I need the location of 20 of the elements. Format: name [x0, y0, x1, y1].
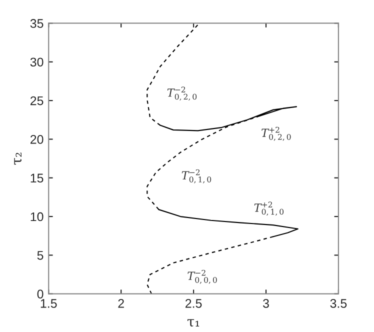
- y-tick-label: 20: [30, 135, 44, 144]
- series-label: T$^{+2}$$_{0,1,0}$: [254, 202, 284, 216]
- y-tick-label: 15: [30, 174, 44, 183]
- series-label: T$^{+2}$$_{0,2,0}$: [262, 126, 291, 141]
- y-tick-label: 10: [30, 212, 44, 222]
- y-tick-label: 25: [30, 96, 44, 106]
- y-tick-label: 35: [30, 19, 44, 28]
- x-tick-label: 2: [118, 299, 124, 308]
- series-label: T$^{−2}$$_{0,0,0}$: [188, 270, 217, 284]
- series-label: T$^{−2}$$_{0,1,0}$: [182, 169, 212, 184]
- y-axis-title: τ₂: [14, 152, 22, 165]
- x-tick-label: 2.5: [185, 299, 202, 308]
- x-tick-label: 1.5: [40, 299, 57, 308]
- y-tick-label: 5: [37, 251, 44, 260]
- series-label: T$^{−2}$$_{0,2,0}$: [167, 86, 197, 101]
- x-tick-label: 3.5: [330, 299, 347, 308]
- y-tick-label: 0: [37, 290, 44, 298]
- x-tick-label: 3: [263, 299, 269, 308]
- x-axis-title: τ₁: [187, 319, 200, 327]
- y-tick-label: 30: [30, 58, 44, 67]
